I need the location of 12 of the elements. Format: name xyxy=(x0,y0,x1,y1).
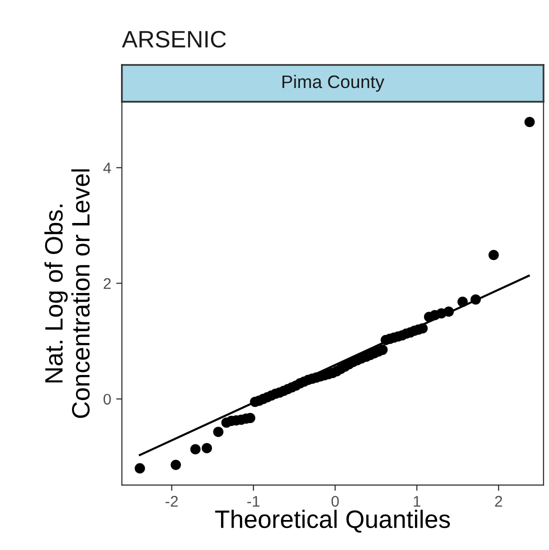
x-tick-label: -1 xyxy=(247,496,260,507)
x-tick-label: -2 xyxy=(166,496,178,507)
chart-subtitle: Pima County xyxy=(282,74,384,92)
x-tick-label: 0 xyxy=(331,496,339,507)
y-tick-label: 2 xyxy=(104,278,111,289)
y-tick-label: 4 xyxy=(103,162,112,174)
x-axis-title: Theoretical Quantiles xyxy=(215,510,450,533)
chart-title: ARSENIC xyxy=(122,30,226,48)
x-tick-label: 1 xyxy=(414,496,420,507)
y-axis-title: Nat. Log of Obs. Concentration or Level xyxy=(44,169,90,418)
y-tick-label: 0 xyxy=(104,394,111,405)
x-tick-label: 2 xyxy=(495,496,502,507)
